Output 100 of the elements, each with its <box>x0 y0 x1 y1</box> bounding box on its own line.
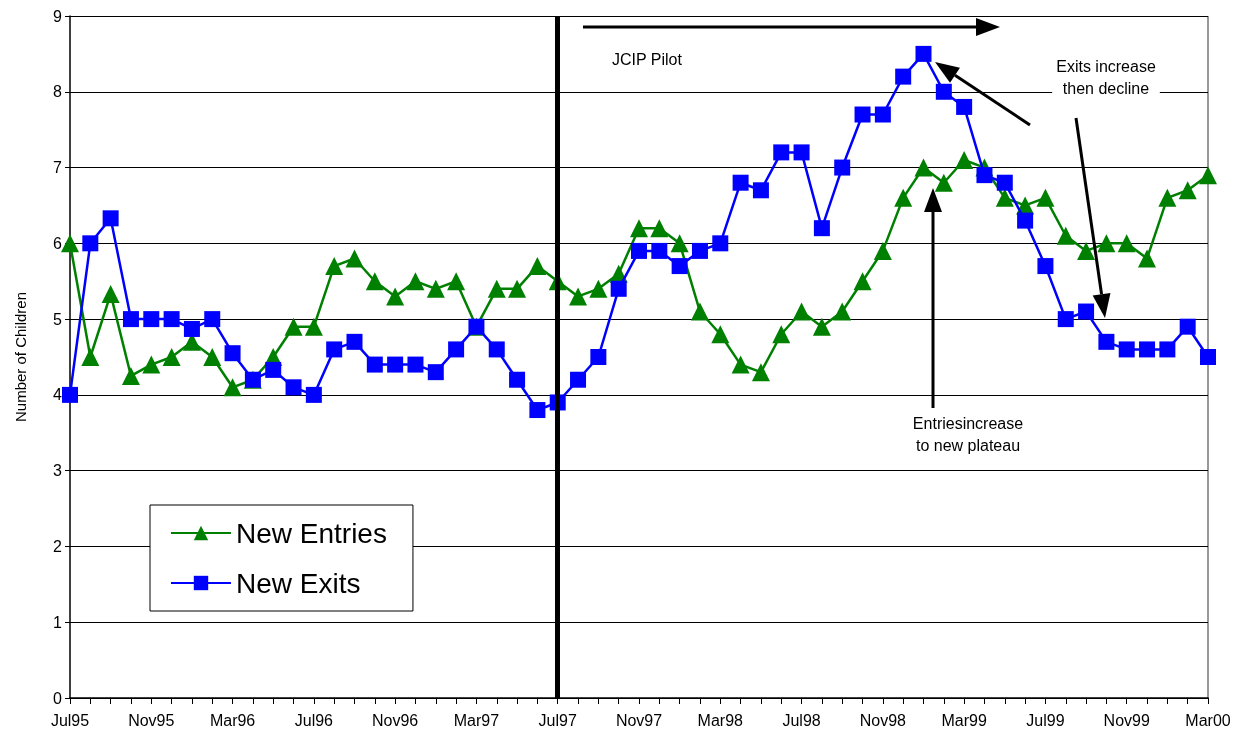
y-tick-label: 6 <box>53 234 63 252</box>
point <box>447 272 466 291</box>
point <box>1159 341 1176 358</box>
y-tick-label: 5 <box>53 310 63 328</box>
point <box>61 234 79 253</box>
point <box>487 279 506 298</box>
point <box>406 272 425 291</box>
point <box>386 287 405 306</box>
point <box>285 379 302 396</box>
point <box>670 234 689 253</box>
point <box>570 371 587 388</box>
point <box>1118 341 1135 358</box>
point <box>1078 303 1095 320</box>
point <box>102 210 119 227</box>
point <box>690 302 709 321</box>
x-tick-label: Nov98 <box>859 711 907 729</box>
y-tick-label: 0 <box>53 689 63 707</box>
point <box>508 279 527 298</box>
point <box>284 317 303 336</box>
point <box>915 45 932 62</box>
point <box>873 241 892 260</box>
point <box>651 242 668 259</box>
point <box>834 159 851 176</box>
point <box>792 302 811 321</box>
point <box>346 333 363 350</box>
point <box>854 106 871 123</box>
point <box>143 311 160 328</box>
point <box>365 272 384 291</box>
point <box>163 311 180 328</box>
point <box>426 279 445 298</box>
y-tick-label: 4 <box>53 386 63 404</box>
point <box>1139 341 1156 358</box>
point <box>81 348 100 366</box>
point <box>305 386 322 403</box>
point <box>813 220 830 237</box>
point <box>671 258 688 275</box>
point <box>1036 188 1055 207</box>
point <box>1179 318 1196 335</box>
point <box>955 150 974 169</box>
y-tick-label: 8 <box>53 83 63 101</box>
point <box>1199 166 1217 185</box>
y-axis-title: Number of Children <box>12 291 29 423</box>
point <box>1077 241 1096 260</box>
point <box>204 311 221 328</box>
point <box>62 386 78 403</box>
point <box>793 144 810 161</box>
x-tick-label: Nov95 <box>128 711 175 729</box>
point <box>265 361 282 378</box>
point <box>183 320 200 337</box>
point <box>224 345 241 362</box>
point <box>773 144 790 161</box>
point <box>1097 234 1116 253</box>
point <box>996 174 1013 191</box>
point <box>509 371 526 388</box>
point <box>752 182 769 199</box>
point <box>366 356 383 373</box>
point <box>203 348 222 366</box>
x-tick-label: Mar00 <box>1185 711 1231 729</box>
point <box>82 235 99 252</box>
point <box>427 364 444 381</box>
point <box>894 188 913 207</box>
point <box>995 188 1014 207</box>
point <box>956 98 973 115</box>
point <box>1138 249 1157 268</box>
point <box>142 355 161 374</box>
point <box>590 349 607 365</box>
annotation: Entriesincrease to new plateau <box>912 414 1024 454</box>
point <box>223 378 242 397</box>
point <box>1056 226 1075 245</box>
y-tick-label: 9 <box>53 7 63 25</box>
point <box>650 219 669 238</box>
x-tick-label: Nov96 <box>372 711 419 729</box>
point <box>732 174 749 191</box>
point <box>610 280 627 297</box>
point <box>1158 188 1177 207</box>
point <box>529 402 546 419</box>
point <box>1178 181 1197 200</box>
annotation: Exits increase then decline <box>1056 57 1156 97</box>
point <box>772 325 791 344</box>
point <box>1098 333 1115 350</box>
x-tick-label: Mar97 <box>453 711 500 729</box>
point <box>1200 349 1216 365</box>
point <box>122 311 139 328</box>
x-tick-label: Mar98 <box>697 711 744 729</box>
point <box>589 279 608 298</box>
point <box>1117 234 1136 253</box>
x-tick-label: Jul99 <box>1026 711 1065 729</box>
y-tick-label: 3 <box>53 462 63 480</box>
point <box>1037 258 1054 275</box>
x-tick-label: Nov97 <box>615 711 663 729</box>
point <box>325 257 344 276</box>
x-tick-label: Jul95 <box>50 711 90 729</box>
point <box>407 356 424 373</box>
point <box>833 302 852 321</box>
x-tick-label: Jul98 <box>782 711 821 729</box>
point <box>712 235 729 252</box>
point <box>1017 212 1034 229</box>
point <box>121 366 140 385</box>
point <box>935 83 952 100</box>
legend-label: New Entries <box>236 517 387 549</box>
